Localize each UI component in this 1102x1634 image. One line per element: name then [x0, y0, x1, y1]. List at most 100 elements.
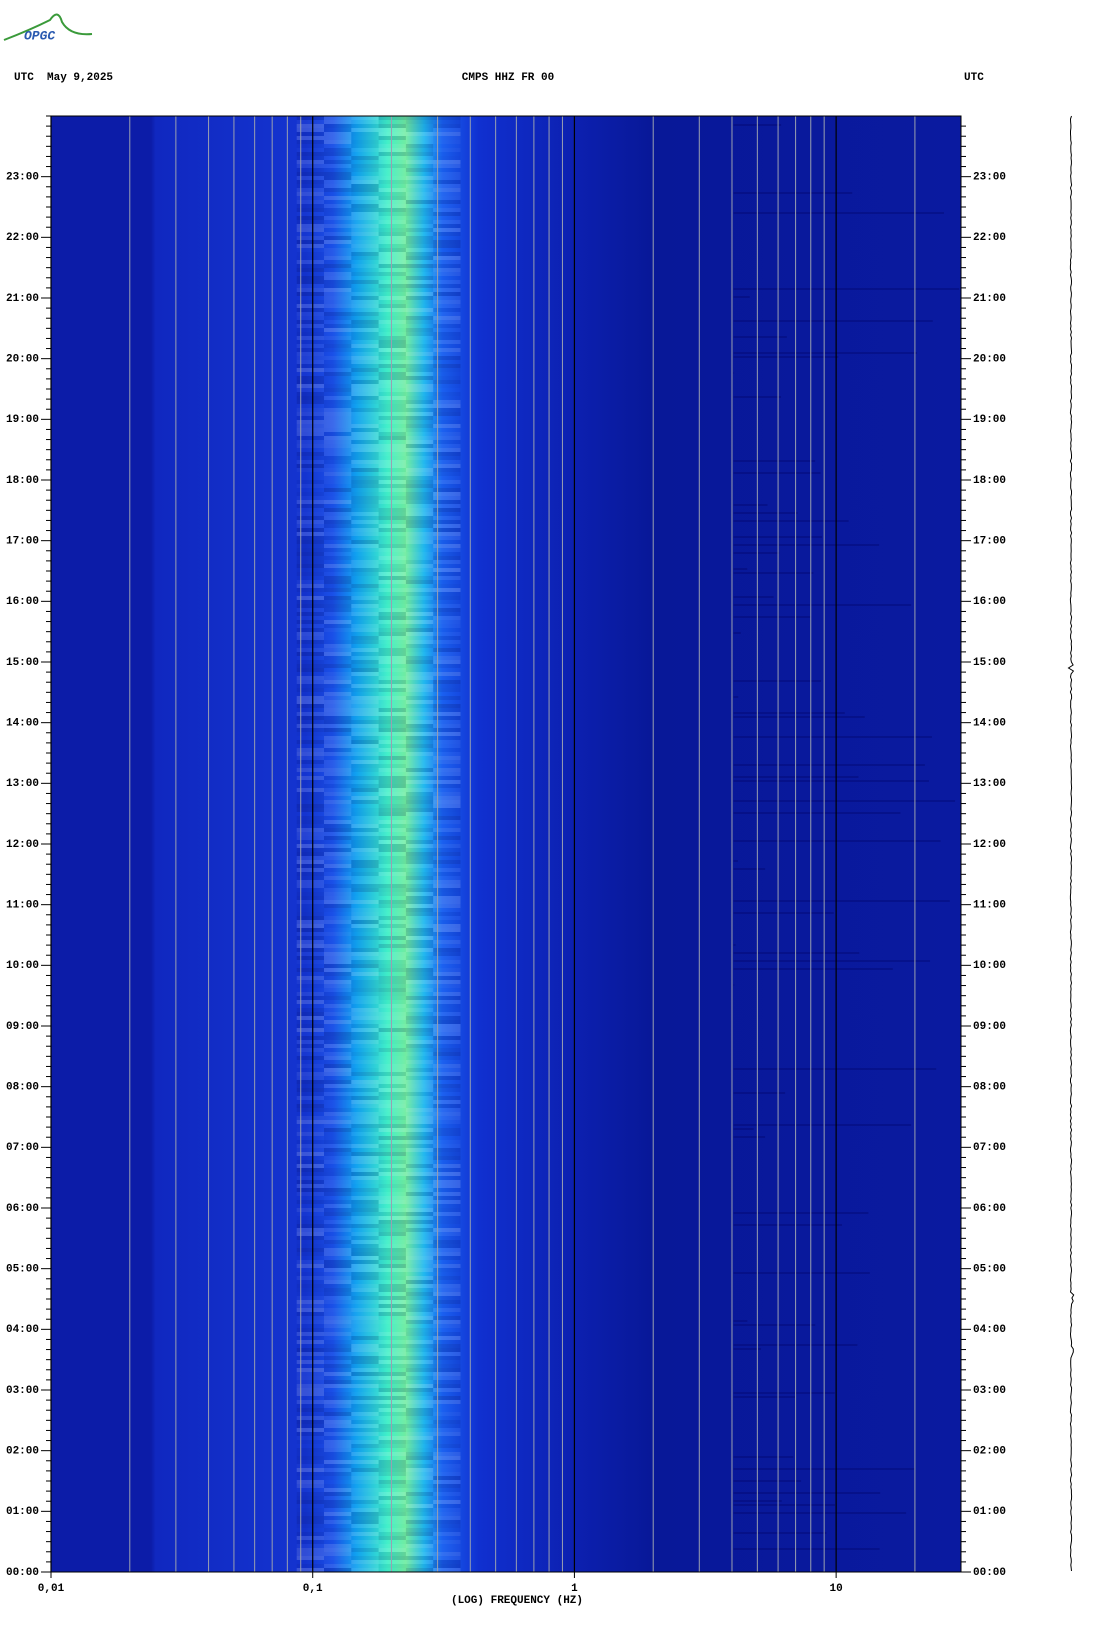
spectrogram-texture: [405, 684, 434, 688]
spectrogram-texture: [405, 1548, 434, 1552]
spectrogram-texture: [324, 552, 351, 556]
spectrogram-texture: [351, 352, 379, 356]
spectrogram-texture: [378, 728, 406, 732]
spectrogram-texture: [405, 920, 434, 924]
spectrogram-texture: [324, 1376, 351, 1380]
spectrogram-texture: [406, 1336, 433, 1340]
spectrogram-texture: [433, 656, 461, 660]
spectrogram-texture: [296, 1428, 324, 1432]
spectrogram-texture: [405, 1508, 434, 1512]
spectrogram-texture: [379, 184, 406, 188]
spectrogram-texture: [351, 612, 379, 616]
spectrogram-texture: [433, 1480, 461, 1484]
spectrogram-texture: [733, 780, 929, 782]
spectrogram-texture: [324, 944, 352, 948]
spectrogram-texture: [324, 1200, 352, 1204]
spectrogram-texture: [324, 316, 352, 320]
header-utc: UTC: [964, 72, 984, 84]
spectrogram-texture: [378, 812, 406, 816]
spectrogram-texture: [433, 452, 461, 456]
y-tick-label: 17:00: [6, 536, 39, 548]
spectrogram-texture: [378, 1108, 406, 1112]
spectrogram-texture: [378, 1560, 406, 1564]
spectrogram-texture: [405, 1084, 434, 1088]
spectrogram-texture: [296, 1228, 324, 1232]
spectrogram-texture: [296, 888, 324, 892]
spectrogram-texture: [296, 160, 324, 164]
spectrogram-texture: [405, 1096, 434, 1100]
spectrogram-texture: [433, 492, 461, 496]
spectrogram-texture: [733, 800, 956, 802]
spectrogram-texture: [351, 1240, 379, 1244]
spectrogram-texture: [351, 432, 379, 436]
spectrogram-texture: [296, 216, 324, 220]
spectrogram-texture: [324, 1392, 352, 1396]
spectrogram-texture: [324, 320, 351, 324]
spectrogram-texture: [378, 1440, 406, 1444]
spectrogram-texture: [378, 120, 406, 124]
spectrogram-texture: [296, 532, 324, 536]
spectrogram-texture: [405, 1476, 434, 1480]
spectrogram-texture: [324, 676, 352, 680]
spectrogram-texture: [351, 1228, 378, 1232]
spectrogram-texture: [351, 1072, 379, 1076]
spectrogram-texture: [324, 1004, 352, 1008]
spectrogram-texture: [296, 820, 324, 824]
spectrogram-texture: [378, 188, 406, 192]
spectrogram-texture: [433, 768, 461, 772]
spectrogram-texture: [406, 600, 433, 604]
spectrogram-texture: [378, 452, 406, 456]
spectrogram-texture: [378, 1484, 406, 1488]
spectrogram-texture: [296, 116, 324, 120]
spectrogram-texture: [351, 1348, 379, 1352]
spectrogram-texture: [433, 1196, 461, 1200]
spectrogram-texture: [405, 1284, 434, 1288]
spectrogram-texture: [351, 564, 379, 568]
spectrogram-texture: [324, 1516, 352, 1520]
spectrogram-texture: [405, 1288, 434, 1292]
spectrogram-texture: [324, 1428, 352, 1432]
spectrogram-texture: [433, 1028, 461, 1032]
spectrogram-texture: [296, 1144, 324, 1148]
spectrogram-texture: [433, 1112, 461, 1116]
spectrogram-texture: [296, 1220, 324, 1224]
spectrogram-texture: [378, 772, 406, 776]
spectrogram-texture: [296, 1168, 324, 1172]
spectrogram-texture: [324, 1380, 352, 1384]
spectrogram-texture: [351, 388, 379, 392]
spectrogram-texture: [324, 728, 352, 732]
spectrogram-texture: [433, 704, 461, 708]
spectrogram-texture: [433, 776, 461, 780]
spectrogram-texture: [405, 732, 434, 736]
spectrogram-texture: [324, 960, 352, 964]
spectrogram-texture: [324, 356, 352, 360]
spectrogram-texture: [296, 1140, 324, 1144]
spectrogram-texture: [433, 520, 461, 524]
spectrogram-texture: [378, 556, 406, 560]
spectrogram-texture: [296, 1192, 324, 1196]
spectrogram-texture: [351, 456, 379, 460]
spectrogram-texture: [324, 1472, 352, 1476]
spectrogram-texture: [351, 1456, 378, 1460]
spectrogram-texture: [324, 1088, 352, 1092]
spectrogram-texture: [378, 1192, 406, 1196]
spectrogram-texture: [378, 1332, 406, 1336]
spectrogram-texture: [433, 120, 461, 124]
spectrogram-texture: [351, 520, 379, 524]
spectrogram-texture: [296, 604, 324, 608]
spectrogram-texture: [406, 172, 433, 176]
spectrogram-texture: [405, 1020, 434, 1024]
spectrogram-texture: [433, 564, 461, 568]
spectrogram-texture: [733, 968, 893, 970]
spectrogram-texture: [378, 1184, 406, 1188]
spectrogram-texture: [296, 208, 324, 212]
spectrogram-texture: [351, 1352, 379, 1356]
spectrogram-texture: [405, 960, 434, 964]
spectrogram-texture: [351, 1476, 379, 1480]
spectrogram-texture: [324, 840, 351, 844]
spectrogram-texture: [324, 564, 352, 568]
spectrogram-texture: [433, 972, 461, 976]
spectrogram-texture: [405, 428, 434, 432]
spectrogram-texture: [296, 428, 324, 432]
spectrogram-texture: [324, 464, 351, 468]
